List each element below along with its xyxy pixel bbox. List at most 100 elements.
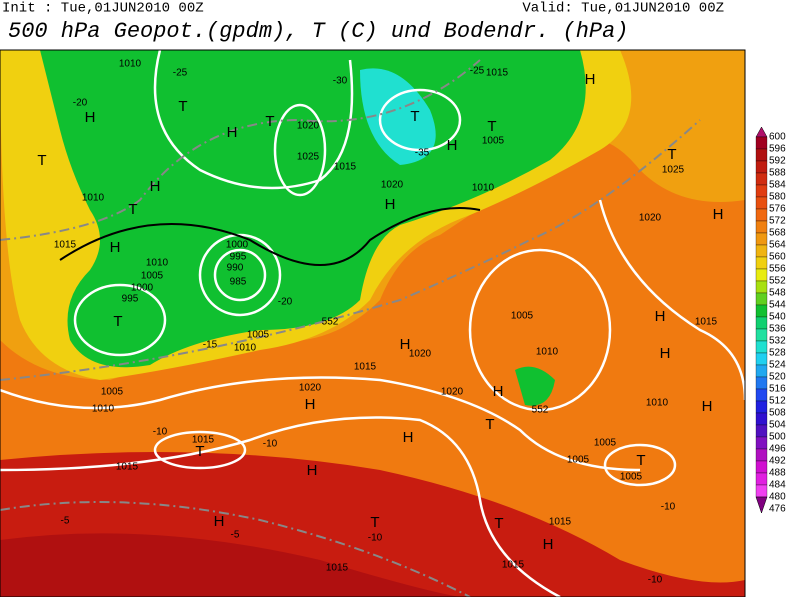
colorbar-cell [755, 196, 768, 210]
colorbar-cell [755, 148, 768, 162]
colorbar-label: 580 [769, 192, 786, 203]
colorbar-label: 520 [769, 372, 786, 383]
pressure-center: H [307, 462, 318, 479]
field-green [40, 50, 586, 368]
contour-label: -20 [73, 98, 88, 109]
colorbar-label: 560 [769, 252, 786, 263]
contour-label: -5 [231, 530, 240, 541]
colorbar-cell [755, 328, 768, 342]
colorbar-cell [755, 172, 768, 186]
colorbar-cell [755, 244, 768, 258]
colorbar-label: 476 [769, 504, 786, 515]
colorbar-cell [755, 208, 768, 222]
contour-label: 1020 [409, 349, 432, 360]
colorbar-cell [755, 448, 768, 462]
contour-label: -30 [333, 76, 348, 87]
colorbar-cell [755, 304, 768, 318]
contour-label: -20 [278, 297, 293, 308]
contour-label: 552 [322, 317, 339, 328]
contour-label: 1020 [639, 213, 662, 224]
colorbar-label: 592 [769, 156, 786, 167]
contour-label: 1005 [594, 438, 617, 449]
colorbar-arrow [755, 126, 768, 138]
pressure-center: H [385, 196, 396, 213]
valid-time: Valid: Tue,01JUN2010 00Z [522, 1, 724, 17]
colorbar-label: 584 [769, 180, 786, 191]
contour-552 [59, 207, 481, 266]
colorbar-label: 576 [769, 204, 786, 215]
contour-label: 1015 [334, 162, 357, 173]
pressure-center: H [655, 308, 666, 325]
pressure-center: H [305, 396, 316, 413]
contour-label: -5 [61, 516, 70, 527]
pressure-center: T [636, 452, 645, 469]
colorbar-cell [755, 280, 768, 294]
pressure-center: H [660, 345, 671, 362]
contour-label: 1010 [472, 183, 495, 194]
colorbar-cell [755, 268, 768, 282]
contour-label: 1010 [234, 343, 257, 354]
pressure-center: H [493, 383, 504, 400]
colorbar-label: 480 [769, 492, 786, 503]
colorbar-label: 504 [769, 420, 786, 431]
colorbar-label: 516 [769, 384, 786, 395]
pressure-center: T [113, 313, 122, 330]
contour-label: 1015 [326, 563, 349, 574]
pressure-center: H [585, 71, 596, 88]
pressure-center: T [178, 98, 187, 115]
colorbar-cell [755, 364, 768, 378]
contour-label: 1005 [620, 472, 643, 483]
colorbar-cell [755, 460, 768, 474]
pressure-center: T [265, 113, 274, 130]
pressure-center: H [543, 536, 554, 553]
contour-label: 1025 [297, 152, 320, 163]
colorbar-cell [755, 292, 768, 306]
pressure-center: T [487, 118, 496, 135]
colorbar-label: 544 [769, 300, 786, 311]
colorbar-label: 588 [769, 168, 786, 179]
contour-label: -10 [648, 575, 663, 586]
colorbar-label: 492 [769, 456, 786, 467]
contour-label: 1020 [299, 383, 322, 394]
contour-label: 1015 [549, 517, 572, 528]
pressure-center: T [485, 416, 494, 433]
contour-label: -10 [368, 533, 383, 544]
contour-label: 1020 [441, 387, 464, 398]
contour-label: -10 [153, 427, 168, 438]
colorbar-label: 484 [769, 480, 786, 491]
contour-label: 1015 [54, 240, 77, 251]
contour-label: 1025 [662, 165, 685, 176]
colorbar-cell [755, 136, 768, 150]
colorbar-label: 532 [769, 336, 786, 347]
pressure-center: T [37, 152, 46, 169]
contour-label: -10 [661, 502, 676, 513]
pressure-center: T [195, 443, 204, 460]
contour-label: -25 [173, 68, 188, 79]
colorbar-label: 540 [769, 312, 786, 323]
colorbar-cell [755, 220, 768, 234]
pressure-center: H [400, 336, 411, 353]
colorbar-cell [755, 232, 768, 246]
field-green-small [515, 366, 555, 406]
pressure-center: T [667, 146, 676, 163]
colorbar-cell [755, 316, 768, 330]
contour-label: 1015 [116, 462, 139, 473]
contour-label: 1015 [486, 68, 509, 79]
pressure-center: H [150, 178, 161, 195]
contour-label: 1005 [482, 136, 505, 147]
colorbar-label: 596 [769, 144, 786, 155]
colorbar-cell [755, 184, 768, 198]
pressure-center: H [227, 124, 238, 141]
pressure-center: T [370, 514, 379, 531]
colorbar-label: 600 [769, 132, 786, 143]
contour-label: -25 [470, 66, 485, 77]
contour-label: 1010 [536, 347, 559, 358]
contour-label: -10 [263, 439, 278, 450]
contour-label: 552 [532, 405, 549, 416]
colorbar-arrow [755, 496, 768, 514]
pressure-center: H [214, 513, 225, 530]
colorbar-label: 512 [769, 396, 786, 407]
colorbar-cell [755, 256, 768, 270]
colorbar-cell [755, 412, 768, 426]
